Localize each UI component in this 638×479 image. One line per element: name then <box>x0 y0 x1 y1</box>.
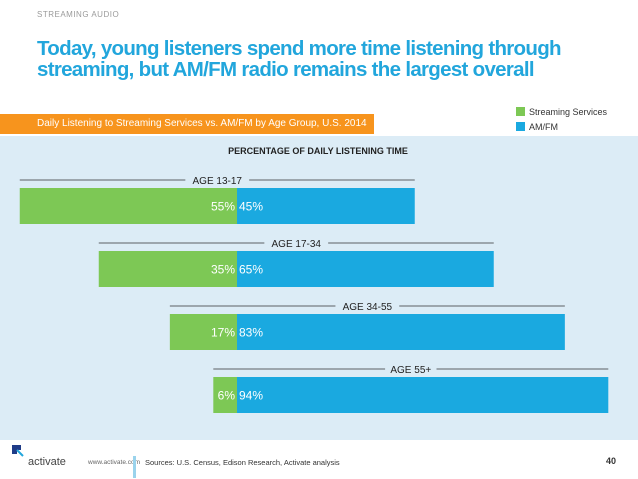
legend-item-streaming: Streaming Services <box>516 104 607 119</box>
legend-label-streaming: Streaming Services <box>529 106 608 117</box>
subtitle-bar: Daily Listening to Streaming Services vs… <box>0 114 374 134</box>
streaming-bar-1 <box>98 251 237 287</box>
amfm-bar-2 <box>237 314 565 350</box>
chart-subtitle: Daily Listening to Streaming Services vs… <box>37 118 367 129</box>
streaming-value-label-2: 17% <box>211 326 235 340</box>
chart-panel: PERCENTAGE OF DAILY LISTENING TIME AGE 1… <box>0 136 638 440</box>
sources-note: Sources: U.S. Census, Edison Research, A… <box>145 458 340 467</box>
chart-title: PERCENTAGE OF DAILY LISTENING TIME <box>228 146 408 156</box>
page-title: Today, young listeners spend more time l… <box>37 37 562 81</box>
amfm-bar-1 <box>237 251 494 287</box>
amfm-value-label-0: 45% <box>239 200 263 214</box>
chart-legend: Streaming Services AM/FM <box>516 104 607 134</box>
age-group-label-bg-1 <box>264 237 329 249</box>
footer-accent-mark <box>133 456 136 478</box>
section-label: STREAMING AUDIO <box>37 10 120 19</box>
age-group-label-bg-0 <box>185 174 250 186</box>
age-group-label-1: AGE 17-34 <box>272 239 322 250</box>
headline-line-2: streaming, but AM/FM radio remains the l… <box>37 58 535 81</box>
age-group-label-bg-2 <box>335 300 400 312</box>
streaming-bar-3 <box>213 377 237 413</box>
page-number: 40 <box>606 456 617 466</box>
streaming-value-label-1: 35% <box>211 263 235 277</box>
activate-logo-icon <box>12 445 24 457</box>
streaming-value-label-0: 55% <box>211 200 235 214</box>
legend-label-amfm: AM/FM <box>529 121 558 132</box>
headline-line-1: Today, young listeners spend more time l… <box>37 37 562 60</box>
age-group-label-0: AGE 13-17 <box>193 176 243 187</box>
amfm-bar-3 <box>237 377 609 413</box>
footer <box>0 440 638 479</box>
amfm-value-label-3: 94% <box>239 389 263 403</box>
legend-swatch-amfm <box>516 122 525 131</box>
legend-swatch-streaming <box>516 107 525 116</box>
legend-item-amfm: AM/FM <box>516 119 607 134</box>
streaming-bar-0 <box>19 188 237 224</box>
age-group-label-2: AGE 34-55 <box>343 302 393 313</box>
age-group-label-3: AGE 55+ <box>390 365 431 376</box>
age-group-label-bg-3 <box>385 363 437 375</box>
amfm-value-label-2: 83% <box>239 326 263 340</box>
footer-url: www.activate.com <box>88 459 141 466</box>
bar-chart: PERCENTAGE OF DAILY LISTENING TIME AGE 1… <box>19 146 609 413</box>
amfm-value-label-1: 65% <box>239 263 263 277</box>
amfm-bar-0 <box>237 188 415 224</box>
streaming-bar-2 <box>169 314 237 350</box>
streaming-value-label-3: 6% <box>218 389 236 403</box>
logo-text: activate <box>28 456 66 468</box>
